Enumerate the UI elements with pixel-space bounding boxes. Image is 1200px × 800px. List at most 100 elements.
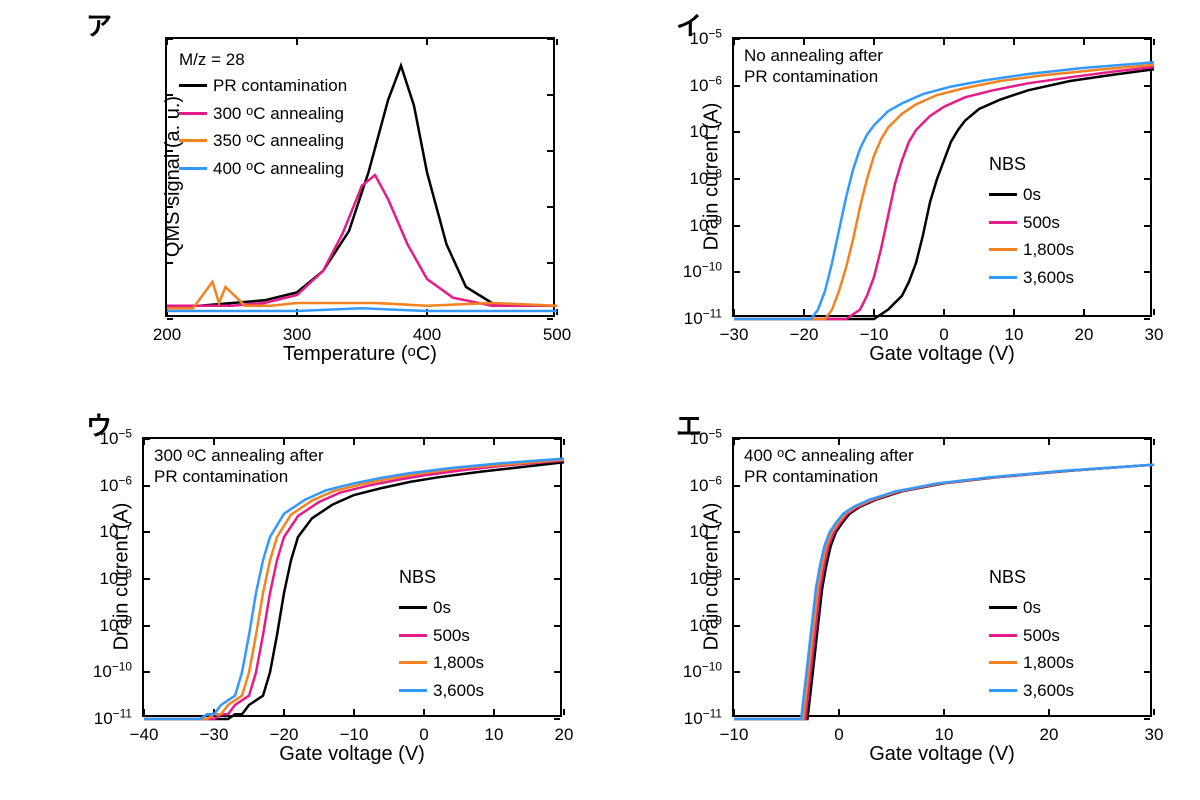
legend-label: 1,800s	[1023, 237, 1074, 263]
series-curve	[734, 465, 1154, 719]
xtick-label: −10	[340, 725, 369, 745]
xtick-label: −20	[270, 725, 299, 745]
xtick-label: 300	[283, 325, 311, 345]
plot-area: −10010203010−1110−1010−910−810−710−610−5…	[732, 437, 1152, 717]
ytick-label: 10−11	[662, 309, 722, 329]
xtick-label: −20	[790, 325, 819, 345]
x-axis-label: Gate voltage (V)	[142, 743, 562, 766]
xtick-label: −40	[130, 725, 159, 745]
xtick-label: 10	[485, 725, 504, 745]
legend-title: NBS	[989, 564, 1074, 591]
legend-row: 350 oC annealing	[179, 128, 347, 154]
xtick-label: 500	[543, 325, 571, 345]
legend-swatch	[399, 689, 427, 692]
ytick-label: 10−6	[72, 476, 132, 496]
annotation: 400 oC annealing afterPR contamination	[744, 445, 914, 488]
legend-swatch	[989, 634, 1017, 637]
legend-label: 300 oC annealing	[213, 101, 344, 127]
y-axis-label: Drain current (A)	[110, 503, 133, 651]
panel-d: エ −10010203010−1110−1010−910−810−710−610…	[620, 410, 1170, 790]
legend-swatch	[399, 606, 427, 609]
legend: NBS 0s500s1,800s3,600s	[399, 564, 484, 705]
legend-row: 300 oC annealing	[179, 101, 347, 127]
x-axis-label: Temperature (oC)	[165, 343, 555, 366]
legend-label: 3,600s	[1023, 678, 1074, 704]
legend-label: 400 oC annealing	[213, 156, 344, 182]
legend-label: PR contamination	[213, 73, 347, 99]
ytick-label: 10−11	[72, 709, 132, 729]
y-axis-label: Drain current (A)	[700, 103, 723, 251]
legend-row: 0s	[989, 595, 1074, 621]
xtick-label: 0	[419, 725, 428, 745]
legend-label: 0s	[1023, 182, 1041, 208]
legend-swatch	[989, 661, 1017, 664]
ytick-label: 10−11	[662, 709, 722, 729]
legend: PR contamination300 oC annealing350 oC a…	[179, 73, 347, 183]
legend-title: NBS	[989, 151, 1074, 178]
legend-label: 500s	[1023, 623, 1060, 649]
legend-swatch	[989, 689, 1017, 692]
legend-label: 3,600s	[1023, 265, 1074, 291]
ytick-label: 10−6	[662, 476, 722, 496]
legend-label: 350 oC annealing	[213, 128, 344, 154]
xtick-label: 10	[935, 725, 954, 745]
series-curve	[167, 308, 557, 311]
xtick-label: 0	[939, 325, 948, 345]
panel-a: ア 200300400500M/z = 28PR contamination30…	[30, 10, 580, 390]
legend-title: NBS	[399, 564, 484, 591]
xtick-label: −10	[720, 725, 749, 745]
legend: NBS0s500s1,800s3,600s	[989, 151, 1074, 292]
legend-row: PR contamination	[179, 73, 347, 99]
legend-row: 3,600s	[399, 678, 484, 704]
legend-row: 1,800s	[989, 237, 1074, 263]
legend-swatch	[989, 248, 1017, 251]
series-curve	[734, 62, 1154, 319]
legend-swatch	[989, 606, 1017, 609]
xtick-label: 20	[1040, 725, 1059, 745]
plot-area: −40−30−20−100102010−1110−1010−910−810−71…	[142, 437, 562, 717]
legend-row: 500s	[989, 623, 1074, 649]
plot-area: 200300400500M/z = 28PR contamination300 …	[165, 37, 555, 317]
series-curve	[734, 65, 1154, 319]
ytick-label: 10−6	[662, 76, 722, 96]
ytick-label: 10−10	[662, 662, 722, 682]
y-axis-label: QMS signal (a. u.)	[162, 96, 185, 257]
ytick-label: 10−10	[72, 662, 132, 682]
legend-swatch	[989, 276, 1017, 279]
xtick-label: 30	[1145, 325, 1164, 345]
ytick-label: 10−5	[72, 429, 132, 449]
series-curve	[734, 465, 1154, 719]
legend-row: 0s	[989, 182, 1074, 208]
legend-label: 1,800s	[433, 650, 484, 676]
figure-grid: ア 200300400500M/z = 28PR contamination30…	[0, 0, 1200, 800]
legend: NBS 0s500s1,800s3,600s	[989, 564, 1074, 705]
x-axis-label: Gate voltage (V)	[732, 743, 1152, 766]
annotation: No annealing afterPR contamination	[744, 45, 883, 88]
legend-label: 500s	[433, 623, 470, 649]
annotation: M/z = 28	[179, 49, 245, 70]
series-curve	[144, 460, 564, 720]
annotation: 300 oC annealing afterPR contamination	[154, 445, 324, 488]
legend-row: 500s	[399, 623, 484, 649]
series-curve	[144, 461, 564, 720]
x-axis-label: Gate voltage (V)	[732, 343, 1152, 366]
legend-swatch	[399, 634, 427, 637]
xtick-label: −10	[860, 325, 889, 345]
legend-swatch	[399, 661, 427, 664]
legend-label: 3,600s	[433, 678, 484, 704]
legend-row: 3,600s	[989, 265, 1074, 291]
legend-row: 0s	[399, 595, 484, 621]
ytick-label: 10−10	[662, 262, 722, 282]
xtick-label: 200	[153, 325, 181, 345]
series-curve	[734, 465, 1154, 719]
legend-label: 0s	[1023, 595, 1041, 621]
series-curve	[144, 459, 564, 719]
xtick-label: 10	[1005, 325, 1024, 345]
legend-label: 1,800s	[1023, 650, 1074, 676]
panel-c: ウ −40−30−20−100102010−1110−1010−910−810−…	[30, 410, 580, 790]
legend-swatch	[179, 84, 207, 87]
series-curve	[144, 462, 564, 719]
legend-swatch	[989, 193, 1017, 196]
ytick-label: 10−5	[662, 29, 722, 49]
legend-row: 1,800s	[399, 650, 484, 676]
